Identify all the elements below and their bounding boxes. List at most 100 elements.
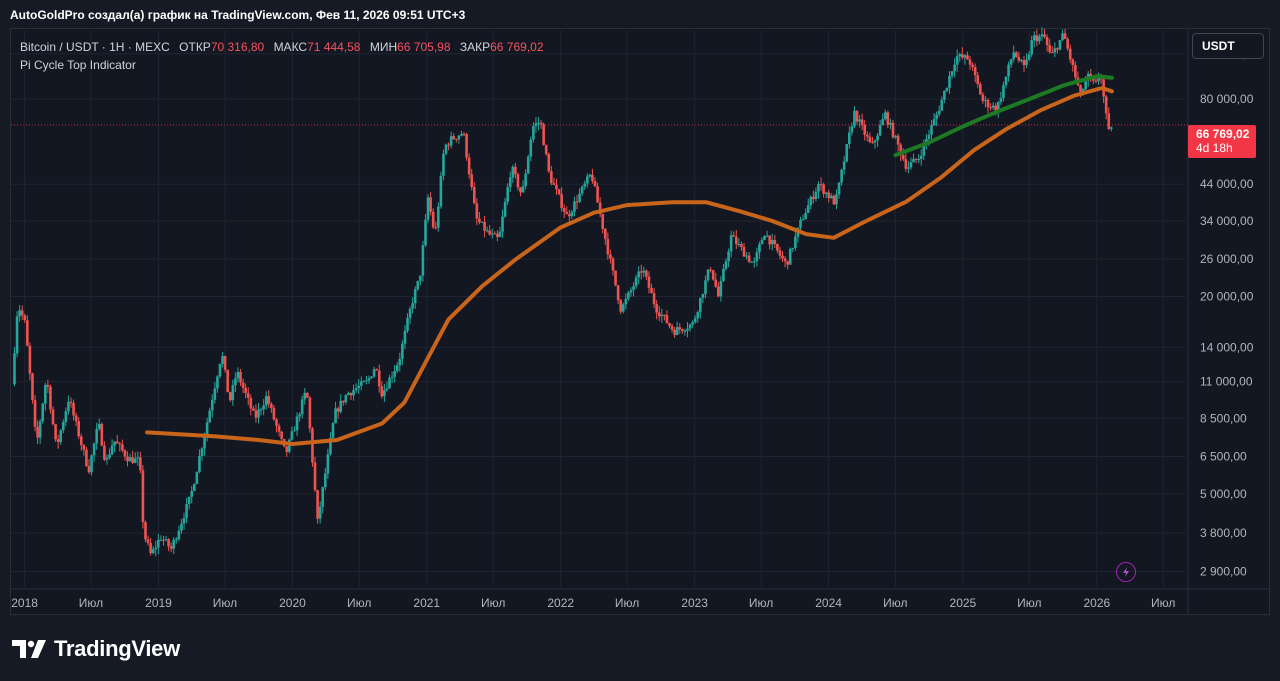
tradingview-logo[interactable]: TradingView — [12, 636, 180, 662]
tradingview-logo-icon — [12, 640, 46, 658]
candle-body — [390, 376, 394, 378]
candle-body — [1074, 65, 1077, 78]
candle-body — [20, 310, 24, 316]
candle-body — [562, 207, 566, 212]
time-tick-label: 2026 — [1083, 596, 1110, 610]
candle-body — [460, 133, 463, 136]
candle-body — [241, 382, 245, 388]
candle-body — [257, 409, 260, 418]
candle-body — [580, 186, 584, 194]
candle-body — [570, 211, 574, 217]
candle-body — [79, 436, 83, 446]
candle-body — [159, 539, 163, 541]
time-tick-label: 2018 — [11, 596, 38, 610]
legend-open-label: ОТКР — [179, 40, 211, 54]
candle-body — [1110, 127, 1113, 129]
candle-body — [819, 184, 823, 186]
candle-body — [144, 522, 147, 540]
candle-body — [968, 59, 972, 65]
candle-body — [855, 110, 859, 122]
candle-body — [732, 235, 736, 237]
candle-body — [668, 323, 671, 327]
candle-body — [108, 454, 111, 458]
candle-body — [878, 125, 882, 136]
candle-body — [151, 549, 155, 554]
candle-body — [573, 201, 576, 212]
legend-symbol[interactable]: Bitcoin / USDT · 1Н · MEXC — [20, 40, 170, 54]
chart-frame[interactable] — [10, 28, 1270, 615]
candle-body — [252, 408, 255, 411]
candle-body — [663, 314, 666, 316]
candle-body — [1104, 96, 1108, 114]
alerts-bolt-button[interactable] — [1116, 562, 1136, 582]
candle-body — [778, 250, 782, 256]
candle-body — [560, 194, 563, 208]
price-tick-label: 2 900,00 — [1200, 564, 1247, 578]
candle-body — [547, 154, 551, 172]
candle-body — [228, 392, 232, 401]
candle-body — [272, 407, 276, 420]
candle-body — [935, 114, 938, 120]
legend-low-value: 66 705,98 — [397, 40, 451, 54]
candle-body — [1035, 35, 1039, 42]
time-tick-label: Июл — [347, 596, 371, 610]
candle-body — [997, 101, 1000, 112]
candle-body — [447, 144, 450, 146]
candle-body — [1063, 33, 1067, 39]
candle-body — [1053, 48, 1057, 53]
candle-body — [557, 189, 561, 195]
candle-body — [398, 358, 402, 366]
price-tick-label: 26 000,00 — [1200, 252, 1254, 266]
candle-body — [511, 166, 515, 178]
candle-body — [830, 195, 833, 199]
candle-body — [619, 300, 623, 312]
candle-body — [1071, 59, 1075, 66]
candle-body — [1094, 80, 1098, 82]
candle-body — [205, 422, 209, 436]
candle-body — [437, 206, 440, 228]
candle-body — [139, 457, 142, 471]
candle-body — [131, 457, 134, 463]
currency-button[interactable]: USDT — [1192, 33, 1264, 59]
candle-body — [288, 439, 291, 452]
candle-body — [591, 174, 594, 182]
time-tick-label: 2023 — [681, 596, 708, 610]
candle-body — [948, 75, 951, 88]
candle-body — [1084, 80, 1087, 90]
candle-body — [370, 376, 373, 379]
time-tick-label: Июл — [883, 596, 907, 610]
candle-body — [239, 371, 242, 383]
candle-body — [824, 192, 828, 194]
legend-indicator[interactable]: Pi Cycle Top Indicator — [20, 58, 136, 72]
candle-body — [503, 201, 507, 217]
candle-body — [945, 87, 949, 91]
candle-body — [709, 269, 712, 271]
candle-body — [478, 218, 481, 223]
candle-body — [683, 330, 687, 332]
candle-body — [1012, 52, 1016, 60]
candle-body — [61, 421, 65, 431]
candle-body — [930, 125, 933, 135]
candle-body — [606, 238, 610, 255]
candle-body — [352, 390, 355, 396]
candle-body — [103, 445, 106, 460]
candle-body — [493, 233, 497, 235]
candle-body — [113, 441, 116, 446]
candle-body — [118, 443, 122, 445]
candle-body — [616, 285, 620, 301]
price-tick-label: 3 800,00 — [1200, 526, 1247, 540]
candle-body — [77, 421, 81, 437]
candle-body — [791, 247, 795, 249]
candle-body — [737, 244, 741, 246]
candle-body — [901, 155, 905, 160]
candle-body — [483, 221, 486, 231]
candle-body — [1079, 85, 1082, 92]
candle-body — [180, 523, 183, 531]
candle-body — [490, 233, 494, 235]
candle-body — [341, 400, 345, 403]
candle-body — [311, 428, 314, 463]
candle-body — [401, 343, 404, 359]
candle-body — [362, 381, 366, 383]
candle-body — [991, 105, 995, 108]
